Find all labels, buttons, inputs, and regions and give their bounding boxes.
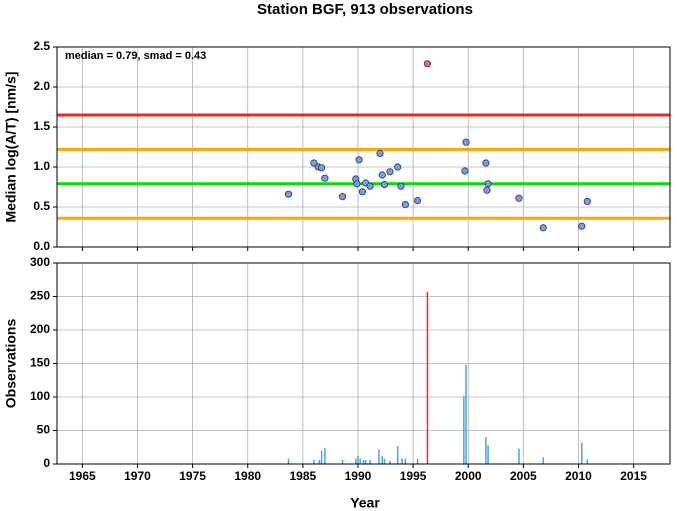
bar bbox=[426, 291, 429, 464]
x-axis-label: Year bbox=[350, 495, 380, 511]
y-tick-label: 0 bbox=[43, 456, 50, 470]
bar bbox=[378, 449, 380, 464]
x-tick-label: 1995 bbox=[400, 469, 427, 483]
bar bbox=[581, 442, 583, 464]
annotation: median = 0.79, smad = 0.43 bbox=[65, 50, 206, 62]
point bbox=[358, 188, 366, 196]
plot-frame bbox=[56, 46, 671, 248]
bar bbox=[320, 450, 323, 464]
bar bbox=[341, 459, 344, 464]
x-tick-label: 1975 bbox=[179, 469, 206, 483]
point bbox=[462, 138, 470, 146]
chart-title: Station BGF, 913 observations bbox=[257, 1, 473, 18]
point bbox=[376, 149, 384, 157]
point bbox=[380, 181, 389, 189]
point bbox=[386, 168, 394, 176]
x-tick-label: 2000 bbox=[455, 469, 482, 483]
x-tick-label: 1965 bbox=[69, 469, 96, 483]
bar bbox=[318, 459, 321, 464]
point bbox=[515, 194, 523, 202]
bar bbox=[542, 457, 544, 464]
bar bbox=[313, 459, 315, 464]
point bbox=[482, 159, 490, 167]
bar bbox=[463, 395, 465, 464]
bar bbox=[355, 458, 357, 464]
bar bbox=[287, 458, 290, 464]
point bbox=[413, 197, 422, 205]
bar bbox=[362, 459, 365, 464]
x-tick-label: 2005 bbox=[510, 469, 537, 483]
y-tick-label: 300 bbox=[30, 255, 50, 269]
bar bbox=[487, 445, 489, 464]
point bbox=[318, 164, 326, 172]
bar bbox=[416, 458, 419, 464]
point bbox=[539, 224, 547, 232]
bar bbox=[364, 459, 367, 464]
bar bbox=[369, 459, 371, 464]
x-tick-label: 1985 bbox=[290, 469, 317, 483]
point bbox=[321, 174, 329, 182]
bar bbox=[465, 364, 467, 464]
bar bbox=[324, 447, 326, 464]
y-axis-label: Median log(A/T) [nm/s] bbox=[3, 72, 19, 223]
x-tick-label: 2010 bbox=[565, 469, 592, 483]
y-tick-label: 1.5 bbox=[33, 119, 50, 133]
y-tick-label: 0.5 bbox=[33, 199, 50, 213]
y-tick-label: 200 bbox=[30, 322, 50, 336]
y-tick-label: 150 bbox=[30, 356, 50, 370]
point bbox=[310, 159, 318, 167]
point bbox=[483, 186, 491, 194]
y-tick-label: 250 bbox=[30, 289, 50, 303]
bar bbox=[404, 458, 407, 464]
point bbox=[578, 222, 586, 230]
bar bbox=[586, 459, 589, 464]
plot-frame bbox=[56, 262, 671, 465]
x-tick-label: 2015 bbox=[620, 469, 647, 483]
bar bbox=[357, 455, 359, 464]
y-tick-label: 50 bbox=[37, 423, 51, 437]
point bbox=[355, 156, 363, 164]
point bbox=[378, 171, 386, 179]
bar bbox=[381, 455, 383, 464]
y-tick-label: 0.0 bbox=[33, 239, 50, 253]
point bbox=[284, 190, 293, 198]
y-axis-label: Observations bbox=[3, 319, 19, 409]
x-tick-label: 1980 bbox=[234, 469, 261, 483]
y-tick-label: 2.0 bbox=[33, 79, 50, 93]
bar bbox=[359, 458, 361, 464]
x-tick-label: 1990 bbox=[345, 469, 372, 483]
y-tick-label: 2.5 bbox=[33, 39, 50, 53]
bar bbox=[389, 460, 391, 464]
x-tick-label: 1970 bbox=[124, 469, 151, 483]
point bbox=[583, 197, 591, 205]
bar bbox=[485, 437, 487, 464]
y-tick-label: 100 bbox=[30, 389, 50, 403]
bar bbox=[396, 445, 399, 464]
bar bbox=[518, 448, 520, 464]
point bbox=[366, 182, 374, 190]
point bbox=[423, 60, 432, 68]
point bbox=[461, 167, 469, 175]
point bbox=[401, 201, 409, 209]
point bbox=[484, 180, 492, 188]
point bbox=[338, 193, 347, 201]
y-tick-label: 1.0 bbox=[33, 159, 50, 173]
point bbox=[394, 163, 402, 171]
bar bbox=[383, 458, 386, 464]
point bbox=[397, 182, 405, 190]
bar bbox=[401, 458, 403, 464]
point bbox=[353, 180, 361, 188]
